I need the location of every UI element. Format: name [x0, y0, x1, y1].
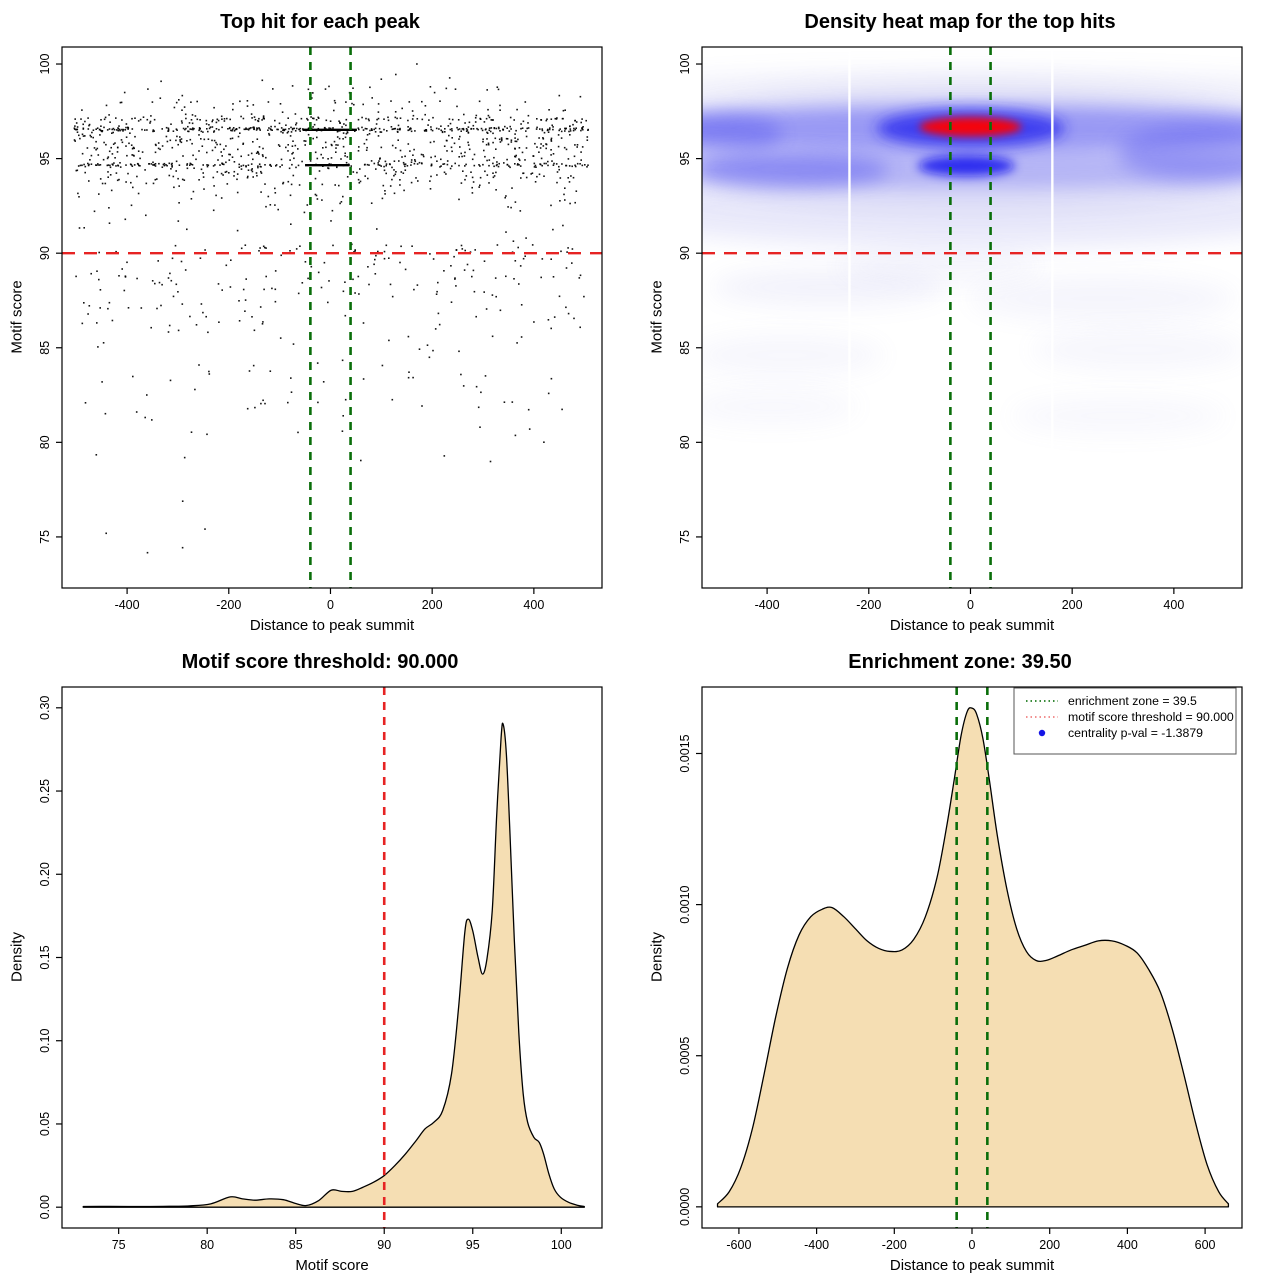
svg-text:-400: -400 — [755, 598, 780, 612]
svg-text:-200: -200 — [856, 598, 881, 612]
svg-text:80: 80 — [678, 435, 692, 449]
svg-text:0: 0 — [967, 598, 974, 612]
scatter-title: Top hit for each peak — [220, 11, 420, 33]
svg-text:enrichment zone = 39.5: enrichment zone = 39.5 — [1068, 694, 1197, 708]
svg-text:85: 85 — [38, 341, 52, 355]
motif-density-title: Motif score threshold: 90.000 — [181, 651, 459, 673]
svg-text:-600: -600 — [726, 1238, 751, 1252]
svg-text:85: 85 — [678, 341, 692, 355]
svg-text:200: 200 — [1039, 1238, 1060, 1252]
svg-text:-200: -200 — [216, 598, 241, 612]
heatmap-plot: -400 -200 0 200 400 75 80 85 90 95 100 — [678, 46, 1243, 612]
heatmap-ylabel: Motif score — [648, 280, 666, 354]
distance-density-title: Enrichment zone: 39.50 — [848, 651, 1072, 673]
heatmap-xlabel: Distance to peak summit — [889, 617, 1055, 634]
svg-text:90: 90 — [377, 1238, 391, 1252]
svg-text:75: 75 — [38, 530, 52, 544]
svg-text:95: 95 — [466, 1238, 480, 1252]
svg-text:90: 90 — [38, 246, 52, 260]
svg-text:400: 400 — [1117, 1238, 1138, 1252]
svg-text:motif score threshold = 90.000: motif score threshold = 90.000 — [1068, 710, 1234, 724]
svg-text:200: 200 — [422, 598, 443, 612]
svg-text:600: 600 — [1195, 1238, 1216, 1252]
svg-text:0.0015: 0.0015 — [678, 734, 692, 772]
distance-density-xlabel: Distance to peak summit — [889, 1257, 1055, 1274]
scatter-plot: -400 -200 0 200 400 75 80 85 90 95 100 — [38, 46, 603, 612]
scatter-xlabel: Distance to peak summit — [249, 617, 415, 634]
svg-text:0.15: 0.15 — [38, 945, 52, 969]
svg-text:centrality p-val = -1.3879: centrality p-val = -1.3879 — [1068, 726, 1203, 740]
svg-text:400: 400 — [523, 598, 544, 612]
svg-text:200: 200 — [1062, 598, 1083, 612]
svg-text:0.10: 0.10 — [38, 1029, 52, 1053]
panel-heatmap: -400 -200 0 200 400 75 80 85 90 95 100 Density hea… — [640, 0, 1280, 640]
svg-text:85: 85 — [289, 1238, 303, 1252]
motif-density-plot: 75 80 85 90 95 100 0.00 0.05 0.10 0.15 0.20 0.25 0.3… — [38, 686, 603, 1252]
svg-text:80: 80 — [38, 435, 52, 449]
svg-text:0.05: 0.05 — [38, 1112, 52, 1136]
svg-text:0.25: 0.25 — [38, 779, 52, 803]
svg-text:100: 100 — [551, 1238, 572, 1252]
svg-text:0.00: 0.00 — [38, 1195, 52, 1219]
svg-text:100: 100 — [678, 54, 692, 75]
svg-text:-400: -400 — [804, 1238, 829, 1252]
svg-text:80: 80 — [200, 1238, 214, 1252]
svg-text:-200: -200 — [882, 1238, 907, 1252]
distance-density-plot: -600 -400 -200 0 200 400 600 0.0000 0.0005 0.0010… — [678, 686, 1243, 1252]
heatmap-title: Density heat map for the top hits — [804, 11, 1116, 33]
svg-text:0.0010: 0.0010 — [678, 885, 692, 923]
svg-text:400: 400 — [1163, 598, 1184, 612]
panel-scatter: -400 -200 0 200 400 75 80 85 90 95 100 Top hit for… — [0, 0, 640, 640]
svg-text:-400: -400 — [115, 598, 140, 612]
svg-text:90: 90 — [678, 246, 692, 260]
svg-text:75: 75 — [112, 1238, 126, 1252]
svg-text:0.30: 0.30 — [38, 696, 52, 720]
scatter-ylabel: Motif score — [8, 280, 26, 354]
svg-text:100: 100 — [38, 54, 52, 75]
distance-density-ylabel: Density — [648, 931, 666, 983]
svg-text:95: 95 — [38, 152, 52, 166]
svg-text:0: 0 — [327, 598, 334, 612]
svg-text:0.20: 0.20 — [38, 862, 52, 886]
panel-motif-density: 75 80 85 90 95 100 0.00 0.05 0.10 0.15 0.20 0.25 0.3… — [0, 640, 640, 1280]
panel-distance-density: -600 -400 -200 0 200 400 600 0.0000 0.0005 0.0010… — [640, 640, 1280, 1280]
svg-text:95: 95 — [678, 152, 692, 166]
motif-density-ylabel: Density — [8, 931, 26, 983]
svg-text:75: 75 — [678, 530, 692, 544]
svg-text:0.0000: 0.0000 — [678, 1188, 692, 1226]
svg-text:0.0005: 0.0005 — [678, 1037, 692, 1075]
motif-density-xlabel: Motif score — [295, 1257, 369, 1274]
svg-text:0: 0 — [969, 1238, 976, 1252]
